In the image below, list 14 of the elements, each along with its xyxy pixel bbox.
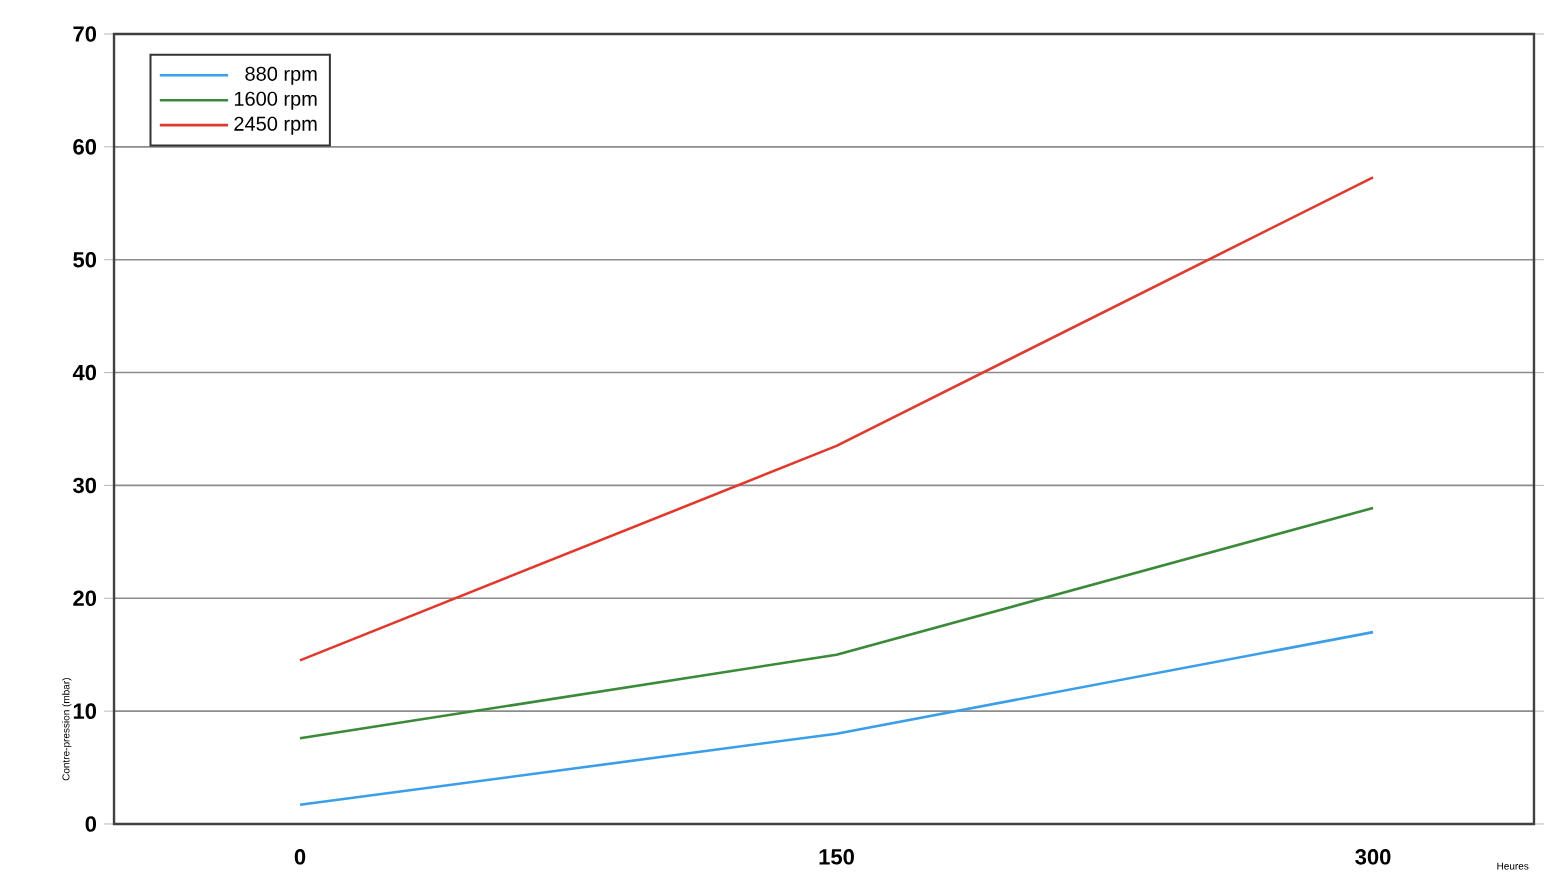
x-tick-label: 300 bbox=[1355, 849, 1391, 865]
y-tick-label: 20 bbox=[73, 590, 97, 607]
legend-label: 1600 rpm bbox=[234, 91, 317, 110]
x-tick-label: 150 bbox=[819, 849, 854, 865]
y-tick-label: 70 bbox=[73, 26, 97, 42]
legend-label: 2450 rpm bbox=[234, 116, 317, 135]
y-tick-label: 0 bbox=[85, 816, 97, 832]
y-tick-label: 40 bbox=[72, 364, 97, 381]
y-tick-label: 50 bbox=[73, 251, 97, 268]
legend-label: 880 rpm bbox=[245, 66, 317, 85]
x-tick-label: 0 bbox=[294, 849, 306, 865]
y-tick-label: 60 bbox=[73, 139, 97, 155]
y-tick-label: 30 bbox=[72, 477, 97, 494]
y-tick-label: 10 bbox=[73, 703, 97, 719]
